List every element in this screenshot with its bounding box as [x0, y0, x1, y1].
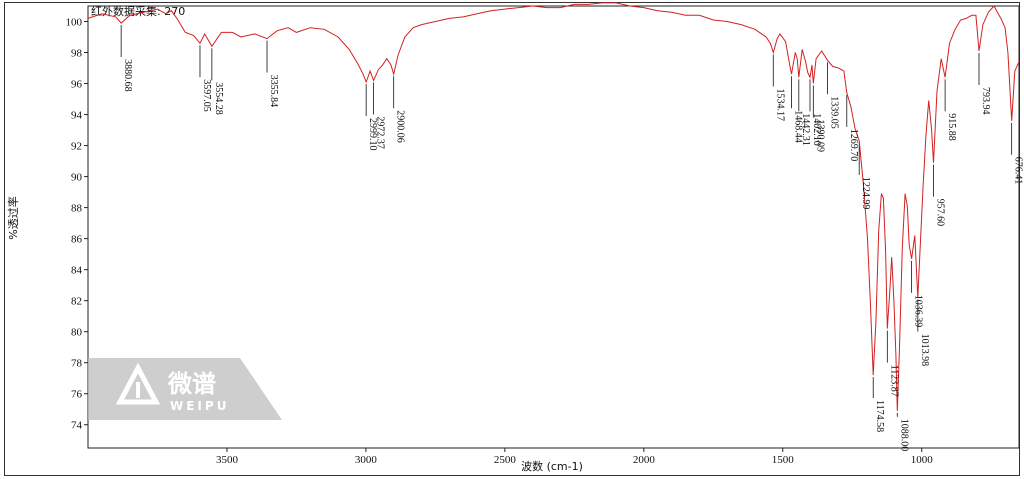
peak-label: 676.41 — [1013, 157, 1024, 185]
header-text: 红外数据采集: 270 — [91, 4, 185, 18]
peak-label: 3554.28 — [213, 82, 224, 115]
x-tick-label: 3500 — [216, 454, 239, 466]
peak-label: 1402.10 — [811, 113, 822, 146]
peak-label: 2900.06 — [395, 110, 406, 143]
x-tick-label: 2000 — [633, 454, 656, 466]
x-tick-label: 1000 — [911, 454, 934, 466]
spectrum-line — [87, 2, 1020, 411]
y-tick-label: 86 — [71, 234, 83, 246]
peak-label: 1174.58 — [874, 400, 885, 432]
x-tick-label: 3000 — [355, 454, 378, 466]
peak-label: 1123.87 — [888, 365, 899, 397]
peak-label: 1468.44 — [793, 110, 804, 143]
peak-label: 2999.10 — [367, 118, 378, 151]
peak-label: 1036.39 — [913, 295, 924, 328]
peak-label: 915.88 — [946, 113, 957, 141]
watermark: 微谱 WEIPU — [88, 358, 282, 420]
peak-label: 3355.84 — [268, 75, 279, 108]
peak-label: 2972.37 — [375, 116, 386, 148]
peak-label: 1269.70 — [848, 129, 859, 162]
y-tick-label: 82 — [71, 296, 82, 308]
watermark-brand-cn: 微谱 — [167, 370, 216, 398]
y-tick-label: 98 — [71, 48, 83, 60]
weipu-logo-icon — [115, 362, 161, 405]
peak-label: 1088.00 — [898, 419, 909, 452]
peak-label: 3880.68 — [122, 59, 133, 92]
peak-label: 3597.05 — [201, 79, 212, 112]
y-tick-label: 88 — [71, 203, 83, 215]
y-tick-label: 96 — [71, 79, 83, 91]
watermark-brand-en: WEIPU — [170, 399, 229, 413]
y-tick-label: 94 — [71, 110, 83, 122]
y-tick-label: 100 — [66, 17, 83, 29]
plot-area — [87, 5, 1020, 449]
x-axis-title: 波数 (cm-1) — [521, 460, 583, 473]
y-tick-label: 90 — [71, 172, 83, 184]
x-tick-label: 1500 — [772, 454, 795, 466]
x-tick-label: 2500 — [494, 454, 517, 466]
y-tick-label: 80 — [71, 327, 83, 339]
peak-label: 1390.09 — [814, 120, 825, 153]
peak-label: 1442.31 — [800, 113, 811, 146]
peak-label: 1339.05 — [829, 96, 840, 129]
y-tick-label: 76 — [71, 389, 83, 401]
peak-label: 1534.17 — [774, 89, 785, 122]
y-tick-label: 74 — [71, 420, 83, 432]
peak-label: 1224.99 — [860, 177, 871, 210]
y-tick-label: 78 — [71, 358, 83, 370]
peak-label: 793.94 — [980, 87, 991, 115]
y-tick-label: 92 — [71, 141, 82, 153]
y-tick-label: 84 — [71, 265, 83, 277]
y-axis-title: %透过率 — [6, 196, 20, 239]
peak-label: 957.60 — [935, 199, 946, 227]
peak-label: 1013.98 — [919, 334, 930, 367]
